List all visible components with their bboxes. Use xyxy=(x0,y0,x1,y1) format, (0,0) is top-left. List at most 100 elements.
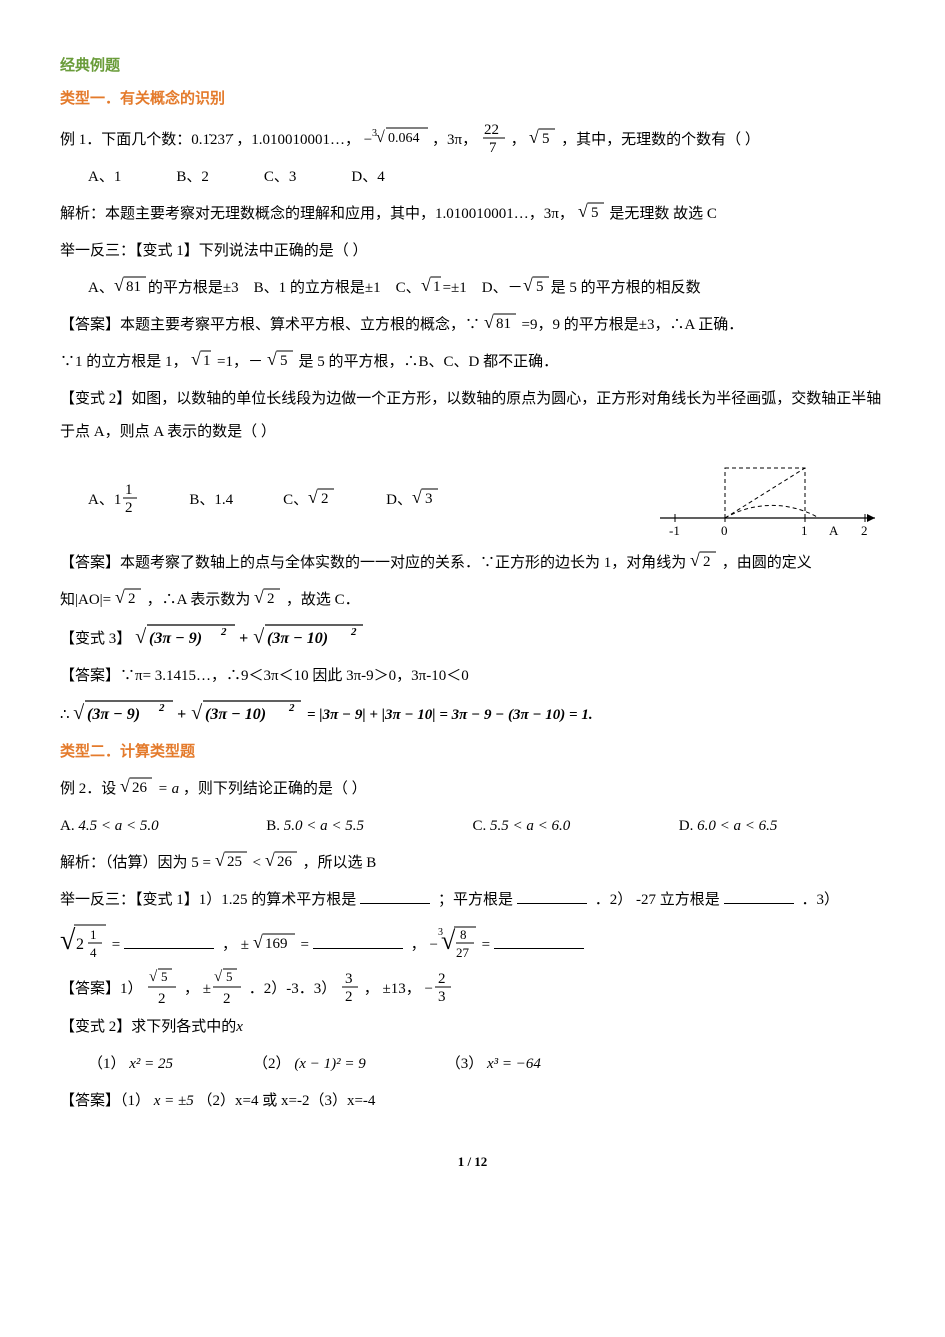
ex2-optD: D. 6.0 < a < 6.5 xyxy=(679,810,885,843)
ex1-opt-c: C、3 xyxy=(264,161,297,194)
svg-text:1: 1 xyxy=(125,482,133,498)
neg-sign: − xyxy=(425,981,433,997)
page-footer: 1 / 12 xyxy=(60,1148,885,1177)
blank-5 xyxy=(313,933,403,949)
v2-ans1-a: 【答案】本题考察了数轴上的点与全体实数的一一对应的关系．∵正方形的边长为 1，对… xyxy=(60,555,686,571)
v1-optA-a: A、 xyxy=(88,280,114,296)
svg-text:0.064: 0.064 xyxy=(388,131,420,146)
ex2-optA: A. 4.5 < a < 5.0 xyxy=(60,810,266,843)
svg-text:(3π − 10): (3π − 10) xyxy=(205,706,266,723)
v2-ans2-sqrt2b: √2 xyxy=(254,592,282,608)
ex2-options: A. 4.5 < a < 5.0 B. 5.0 < a < 5.5 C. 5.5… xyxy=(60,810,885,843)
ex2-optA-v: 4.5 < a < 5.0 xyxy=(78,818,158,834)
e2v1-pm: ， ± xyxy=(222,937,249,953)
svg-text:2: 2 xyxy=(158,991,166,1007)
v1-optC-a: C、 xyxy=(396,280,421,296)
v1-options: A、√81的平方根是±3 B、1 的立方根是±1 C、√1=±1 D、－√5是 … xyxy=(60,272,885,305)
svg-text:25: 25 xyxy=(227,854,242,870)
e2v1-cbrt-frac: −3√827 xyxy=(429,937,477,953)
svg-text:√: √ xyxy=(191,349,201,369)
ex2-analysis: 解析：（估算）因为 5 = √25 < √26 ，所以选 B xyxy=(60,847,885,880)
svg-text:√: √ xyxy=(135,626,147,648)
ex1-text-b: ，1.010010001…， xyxy=(236,132,360,148)
svg-text:5: 5 xyxy=(161,969,168,984)
svg-text:2: 2 xyxy=(345,989,353,1005)
v1-optD-b: 是 5 的平方根的相反数 xyxy=(551,280,701,296)
v2-optD-l: D、 xyxy=(386,492,412,508)
svg-text:3: 3 xyxy=(345,971,353,987)
ex1-text-e: ，其中，无理数的个数有（ ） xyxy=(561,132,760,148)
v3-expr: √ (3π − 9)2 + √ (3π − 10)2 xyxy=(135,631,365,647)
e2v1-ans: 【答案】1） √52 ， ±√52 ．2）-3．3） 32 ， ±13， −23 xyxy=(60,967,885,1007)
ex1-ana-sqrt5: √5 xyxy=(578,206,606,222)
svg-text:81: 81 xyxy=(126,279,141,295)
blank-1 xyxy=(360,888,430,904)
v1-ans-b: =9，9 的平方根是±3，∴A 正确． xyxy=(522,317,744,333)
e2v2-ans-a: 【答案】（1） xyxy=(60,1093,150,1109)
svg-text:0: 0 xyxy=(721,523,728,538)
ex2-sqrt26: √26 xyxy=(120,781,154,797)
v3-conclusion: ∴ √ (3π − 9)2 + √ (3π − 10)2 = |3π − 9| … xyxy=(60,697,885,732)
svg-text:√: √ xyxy=(529,127,539,147)
svg-text:√: √ xyxy=(484,312,494,332)
ex2-intro-a: 例 2．设 xyxy=(60,781,116,797)
ex1-text-c: ，3π， xyxy=(432,132,477,148)
svg-text:3: 3 xyxy=(425,491,433,507)
ex2-optC: C. 5.5 < a < 6.0 xyxy=(473,810,679,843)
svg-text:4: 4 xyxy=(90,945,97,960)
ex2-labC: C. xyxy=(473,818,487,834)
svg-text:√: √ xyxy=(114,275,124,295)
svg-text:√: √ xyxy=(214,969,223,985)
svg-text:(3π − 9): (3π − 9) xyxy=(87,706,140,723)
ex2-ana-a: 解析：（估算）因为 xyxy=(60,855,188,871)
e2v2-questions: （1） x² = 25 （2） (x − 1)² = 9 （3） x³ = −6… xyxy=(60,1048,885,1081)
svg-text:1: 1 xyxy=(433,279,441,295)
svg-text:2: 2 xyxy=(703,554,711,570)
v1-optD-a: D、－ xyxy=(482,280,523,296)
ex2-question: 例 2．设 √26 = a ，则下列结论正确的是（ ） xyxy=(60,773,885,806)
svg-text:7: 7 xyxy=(489,140,497,156)
svg-text:27: 27 xyxy=(456,945,470,960)
svg-text:√: √ xyxy=(690,550,700,570)
svg-text:+: + xyxy=(177,706,186,723)
e2v1-qc: ．2） -27 立方根是 xyxy=(595,892,720,908)
section-header-type1: 类型一．有关概念的识别 xyxy=(60,83,885,116)
svg-text:2: 2 xyxy=(438,971,446,987)
ex2-optB: B. 5.0 < a < 5.5 xyxy=(266,810,472,843)
v2-ans1-sqrt2: √2 xyxy=(690,555,718,571)
v1-title: 举一反三：【变式 1】下列说法中正确的是（ ） xyxy=(60,235,885,268)
e2v1-eq3: = xyxy=(482,937,490,953)
v2-ans2-a: 知|AO|= xyxy=(60,592,111,608)
v1-ans-a: 【答案】本题主要考察平方根、算术平方根、立方根的概念，∵ xyxy=(60,317,480,333)
svg-text:√: √ xyxy=(191,702,203,724)
svg-text:2: 2 xyxy=(76,936,84,953)
svg-text:1: 1 xyxy=(90,927,97,942)
e2v2-q1: （1） x² = 25 xyxy=(88,1048,173,1081)
e2v1-sep: ， xyxy=(411,937,430,953)
svg-text:5: 5 xyxy=(591,205,599,221)
v3-row: 【变式 3】 √ (3π − 9)2 + √ (3π − 10)2 xyxy=(60,621,885,656)
svg-text:√: √ xyxy=(253,932,263,952)
v2-ans2-sqrt2a: √2 xyxy=(115,592,143,608)
e2v2-q2-v: (x − 1)² = 9 xyxy=(294,1056,365,1072)
svg-text:2: 2 xyxy=(321,491,329,507)
ex1-analysis: 解析：本题主要考察对无理数概念的理解和应用，其中，1.010010001…，3π… xyxy=(60,198,885,231)
v1-answer2: ∵1 的立方根是 1， √1 =1，－ √5 是 5 的平方根，∴B、C、D 都… xyxy=(60,346,885,379)
e2v1-sep2: ， ±13， xyxy=(364,981,421,997)
e2v2-title-t: 【变式 2】求下列各式中的 xyxy=(60,1019,236,1035)
svg-text:√: √ xyxy=(421,275,431,295)
v2-optB: B、1.4 xyxy=(189,484,233,517)
v2-ans2-c: ，故选 C． xyxy=(286,592,360,608)
ex2-ana-sqrt25: √25 xyxy=(215,855,249,871)
ex2-labD: D. xyxy=(679,818,694,834)
svg-text:26: 26 xyxy=(277,854,293,870)
e2v2-ans-b: （2）x=4 或 x=-2（3）x=-4 xyxy=(198,1093,376,1109)
svg-text:√: √ xyxy=(115,587,125,607)
e2v2-q1-v: x² = 25 xyxy=(129,1056,173,1072)
v3-ans-a: 【答案】∵π= 3.1415…，∴9＜3π＜10 因此 3π-9＞0，3π-10… xyxy=(60,660,885,693)
svg-text:2: 2 xyxy=(288,702,295,714)
svg-text:√: √ xyxy=(253,626,265,648)
e2v2-q3-v: x³ = −64 xyxy=(487,1056,541,1072)
ex1-frac-22-7: 227 xyxy=(481,132,507,148)
v3-title: 【变式 3】 xyxy=(60,631,131,647)
